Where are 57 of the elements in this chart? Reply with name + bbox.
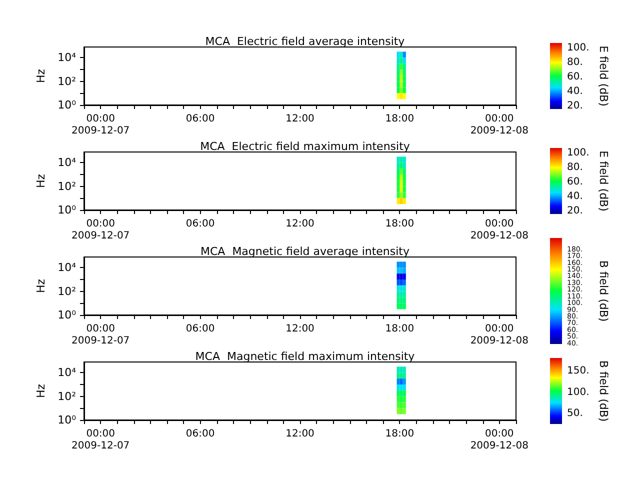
color-bar-label: 80.	[567, 162, 583, 174]
y-tick-label: 10⁰	[58, 98, 77, 112]
y-axis-title: Hz	[34, 278, 48, 294]
y-tick-label: 10⁴	[58, 51, 77, 64]
chart-title: MCA Magnetic field average intensity	[200, 245, 410, 258]
y-axis-title: Hz	[34, 68, 48, 84]
color-bar-title: E field (dB)	[597, 46, 610, 106]
y-axis-title: Hz	[34, 174, 48, 188]
y-tick-label: 10²	[58, 74, 76, 88]
color-bar-title: E field (dB)	[597, 150, 610, 212]
color-bar-label: 40.	[567, 86, 583, 98]
x-tick-label: 00:00 2009-12-07	[72, 428, 130, 452]
x-tick-label: 06:00	[186, 218, 215, 230]
x-tick-label: 12:00	[286, 114, 314, 124]
color-bar-label: 40.	[567, 191, 583, 202]
y-tick-label: 10²	[58, 390, 76, 403]
x-tick-label: 00:00 2009-12-08	[470, 324, 528, 346]
x-tick-label: 12:00	[286, 324, 314, 334]
x-tick-label: 12:00	[286, 218, 314, 230]
x-tick-label: 00:00 2009-12-07	[72, 114, 130, 136]
y-tick-label: 10⁰	[58, 414, 77, 426]
x-tick-label: 00:00 2009-12-08	[470, 428, 528, 452]
x-tick-label: 18:00	[385, 324, 414, 334]
color-bar-label: 100.	[567, 42, 590, 54]
x-tick-label: 06:00	[186, 324, 215, 334]
x-tick-label: 18:00	[385, 114, 414, 124]
color-bar-label: 20.	[567, 100, 583, 112]
y-tick-label: 10⁴	[58, 261, 77, 274]
x-tick-label: 18:00	[385, 428, 414, 440]
x-tick-label: 00:00 2009-12-07	[72, 218, 130, 242]
x-tick-label: 00:00 2009-12-08	[470, 114, 528, 136]
x-tick-label: 12:00	[286, 428, 314, 440]
x-tick-label: 06:00	[186, 428, 215, 440]
color-bar-label: 150.	[567, 366, 590, 377]
color-bar-label: 60.	[567, 176, 583, 188]
chart-title: MCA Electric field maximum intensity	[200, 140, 410, 153]
color-bar-label: 80.	[567, 57, 583, 68]
y-tick-label: 10⁴	[58, 366, 77, 380]
chart-title: MCA Electric field average intensity	[205, 35, 406, 48]
color-bar-label: 50.	[567, 408, 583, 419]
x-tick-label: 06:00	[186, 114, 215, 124]
y-axis-title: Hz	[34, 384, 48, 398]
y-tick-label: 10⁴	[58, 156, 77, 170]
x-tick-label: 18:00	[385, 218, 414, 230]
color-bar-title: B field (dB)	[597, 260, 610, 322]
color-bar-label: 100.	[567, 148, 590, 159]
color-bar-label: 60.	[567, 72, 583, 83]
y-tick-label: 10⁰	[58, 308, 77, 322]
y-tick-label: 10²	[58, 284, 76, 298]
color-bar-label: 100.	[567, 386, 590, 398]
color-bar-title: B field (dB)	[597, 360, 610, 422]
color-bar-label: 20.	[567, 206, 583, 217]
chart-title: MCA Magnetic field maximum intensity	[195, 350, 416, 363]
x-tick-label: 00:00 2009-12-07	[72, 324, 130, 346]
x-tick-label: 00:00 2009-12-08	[470, 218, 528, 242]
y-tick-label: 10⁰	[58, 204, 77, 216]
y-tick-label: 10²	[58, 180, 76, 193]
